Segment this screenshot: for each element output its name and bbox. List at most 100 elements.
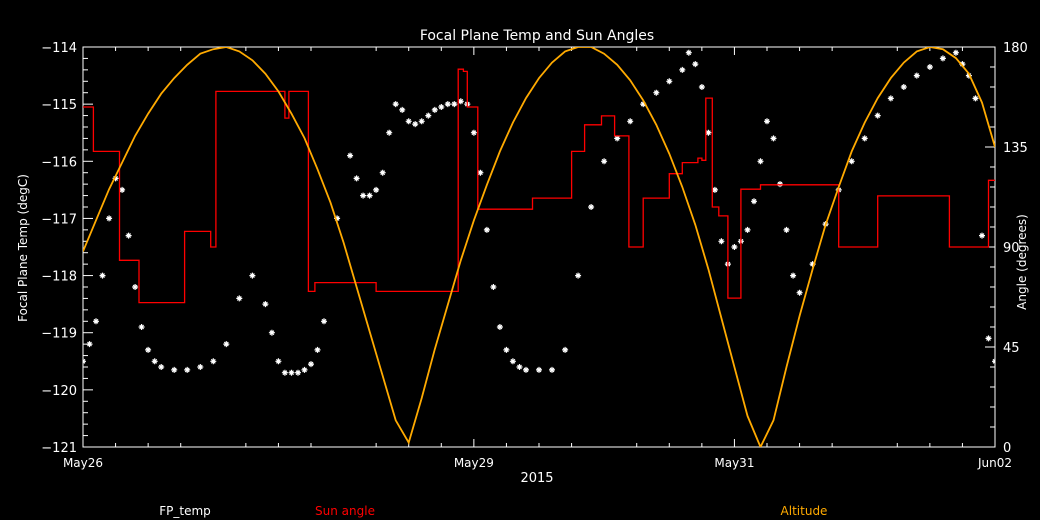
- point-marker: [112, 175, 119, 182]
- data-point: [314, 346, 321, 353]
- data-point: [236, 295, 243, 302]
- point-marker: [405, 118, 412, 125]
- data-point: [575, 272, 582, 279]
- data-point: [490, 284, 497, 290]
- data-point: [757, 158, 764, 165]
- data-point: [138, 324, 145, 330]
- point-marker: [848, 158, 855, 165]
- point-marker: [399, 106, 406, 113]
- point-marker: [496, 324, 503, 330]
- y-tick-label: −121: [41, 441, 77, 456]
- data-point: [210, 358, 217, 365]
- data-point: [913, 72, 920, 79]
- point-marker: [939, 55, 946, 62]
- point-marker: [268, 329, 275, 336]
- chart-title: Focal Plane Temp and Sun Angles: [420, 28, 654, 44]
- x-tick-label: Jun02: [977, 456, 1012, 470]
- point-marker: [470, 129, 477, 136]
- data-point: [262, 301, 269, 308]
- point-marker: [477, 169, 484, 176]
- data-point: [666, 78, 673, 85]
- data-point: [627, 118, 634, 125]
- point-marker: [601, 158, 608, 165]
- point-marker: [145, 346, 152, 353]
- point-marker: [119, 186, 126, 193]
- data-point: [425, 112, 432, 119]
- data-point: [985, 335, 992, 342]
- data-point: [451, 101, 458, 108]
- point-marker: [86, 341, 93, 348]
- data-point: [386, 129, 393, 136]
- legend: FP_temp Sun angle Altitude: [159, 504, 827, 518]
- point-marker: [438, 104, 445, 110]
- data-point: [373, 186, 380, 193]
- data-point: [412, 121, 419, 128]
- point-marker: [353, 175, 360, 182]
- point-marker: [516, 364, 523, 370]
- y-tick-label: −118: [41, 270, 77, 285]
- y-tick-label: −114: [41, 41, 77, 56]
- x-tick-label: May31: [714, 456, 754, 470]
- y-axis-left: −114 −115 −116 −117 −118 −119 −120 −121: [41, 41, 93, 456]
- point-marker: [509, 358, 516, 365]
- x-tick-label: May29: [454, 456, 494, 470]
- data-point: [151, 358, 158, 365]
- data-point: [171, 366, 178, 373]
- data-point: [939, 55, 946, 62]
- point-marker: [764, 118, 770, 125]
- data-point: [685, 49, 692, 56]
- point-marker: [503, 346, 510, 353]
- data-point: [653, 89, 660, 96]
- point-marker: [151, 358, 158, 365]
- data-point: [523, 366, 529, 373]
- point-marker: [705, 129, 712, 136]
- data-point: [692, 61, 699, 68]
- data-point: [321, 318, 327, 325]
- data-point: [119, 186, 126, 193]
- data-point: [184, 366, 191, 373]
- data-point: [900, 84, 907, 90]
- data-point: [874, 112, 881, 119]
- point-marker: [171, 366, 178, 373]
- legend-entry-sun-angle: Sun angle: [315, 504, 375, 518]
- data-point: [223, 341, 230, 348]
- data-point: [301, 366, 308, 373]
- point-marker: [295, 369, 301, 376]
- data-point: [783, 226, 790, 233]
- y-tick-label: −116: [41, 155, 77, 170]
- data-point: [268, 329, 275, 336]
- data-point: [764, 118, 770, 125]
- data-point: [295, 369, 301, 376]
- data-point: [731, 244, 738, 250]
- data-point: [379, 169, 386, 176]
- point-marker: [360, 192, 367, 199]
- point-marker: [490, 284, 497, 290]
- point-marker: [588, 204, 595, 210]
- data-point: [790, 272, 797, 279]
- y-tick-label: −120: [41, 384, 77, 399]
- data-point: [588, 204, 595, 210]
- point-marker: [106, 215, 113, 222]
- point-marker: [83, 358, 86, 365]
- point-marker: [679, 66, 686, 73]
- point-marker: [210, 358, 217, 365]
- point-marker: [457, 98, 464, 105]
- data-point: [275, 358, 282, 365]
- data-point: [751, 198, 757, 205]
- y-axis-right: 0 45 90 135 180: [985, 41, 1028, 456]
- point-marker: [347, 152, 354, 159]
- point-marker: [562, 346, 569, 353]
- y-axis-label: Focal Plane Temp (degC): [16, 174, 30, 322]
- data-point: [112, 175, 119, 182]
- data-point: [972, 95, 979, 102]
- point-marker: [392, 101, 399, 108]
- point-marker: [536, 366, 542, 373]
- data-point: [99, 272, 106, 279]
- data-point: [503, 346, 510, 353]
- data-point: [438, 104, 445, 110]
- point-marker: [281, 369, 288, 376]
- point-marker: [640, 101, 647, 108]
- point-marker: [386, 129, 393, 136]
- data-point: [288, 369, 295, 376]
- data-point: [132, 284, 139, 290]
